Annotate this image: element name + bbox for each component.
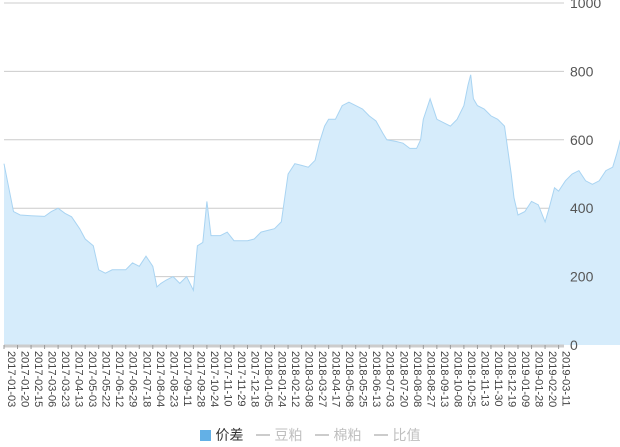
x-tick-label: 2017-08-23 [167, 351, 179, 407]
x-tick-label: 2017-10-24 [208, 351, 220, 407]
x-tick-label: 2017-01-03 [5, 351, 17, 407]
x-tick-label: 2018-03-08 [303, 351, 315, 407]
x-tick-label: 2017-11-10 [221, 351, 233, 406]
spread-area-series [3, 74, 620, 345]
y-tick-label: 600 [570, 132, 594, 148]
spread-area-fill [4, 74, 620, 345]
x-tick-label: 2019-02-20 [546, 351, 558, 407]
legend-item-ratio[interactable]: 比值 [373, 425, 421, 445]
x-tick-label: 2017-04-13 [73, 351, 85, 407]
x-tick-label: 2019-01-09 [519, 351, 531, 407]
x-tick-label: 2018-12-19 [506, 351, 518, 407]
legend-label-spread: 价差 [215, 427, 244, 443]
x-tick-label: 2018-08-08 [411, 351, 423, 407]
y-tick-label: 1000 [570, 0, 601, 11]
legend-line-icon [255, 434, 270, 436]
y-tick-label: 200 [570, 269, 594, 285]
x-tick-label: 2017-09-28 [194, 351, 206, 407]
x-tick-label: 2017-08-04 [154, 351, 166, 407]
x-tick-label: 2018-02-12 [289, 351, 301, 407]
x-tick-label: 2018-05-08 [343, 351, 355, 407]
x-tick-label: 2018-04-17 [330, 351, 342, 407]
legend-item-soymeal[interactable]: 豆粕 [255, 425, 303, 445]
legend-label-ratio: 比值 [392, 427, 421, 443]
x-tick-label: 2018-05-25 [357, 351, 369, 407]
legend-label-soymeal: 豆粕 [274, 427, 303, 443]
x-tick-label: 2017-03-06 [46, 351, 58, 407]
legend-line-icon [373, 434, 388, 436]
x-tick-label: 2018-09-13 [438, 351, 450, 407]
y-axis: 0 200 400 600 800 1000 [570, 0, 601, 353]
y-tick-label: 400 [570, 200, 594, 216]
x-tick-label: 2018-08-27 [424, 351, 436, 407]
x-tick-label: 2018-11-13 [478, 351, 490, 406]
x-tick-label: 2017-11-29 [235, 351, 247, 406]
x-tick-label: 2019-01-28 [533, 351, 545, 407]
x-tick-label: 2017-09-11 [181, 351, 193, 406]
chart-legend: 价差 豆粕 棉粕 比值 [0, 426, 620, 444]
x-tick-label: 2019-03-11 [560, 351, 572, 406]
x-tick-label: 2017-06-29 [127, 351, 139, 407]
x-tick-label: 2017-12-18 [249, 351, 261, 407]
x-tick-label: 2018-07-03 [384, 351, 396, 407]
y-tick-label: 0 [570, 337, 578, 353]
legend-label-cottonmeal: 棉粕 [333, 427, 362, 443]
x-tick-label: 2017-05-03 [86, 351, 98, 407]
x-tick-label: 2017-02-15 [32, 351, 44, 407]
legend-square-icon [199, 429, 211, 441]
x-tick-label: 2017-05-22 [100, 351, 112, 407]
x-tick-label: 2018-10-08 [451, 351, 463, 407]
legend-item-cottonmeal[interactable]: 棉粕 [314, 425, 362, 445]
x-axis: 2017-01-03 2017-01-20 2017-02-15 2017-03-06… [3, 344, 572, 407]
x-tick-label: 2017-07-18 [140, 351, 152, 407]
x-tick-label: 2017-06-12 [113, 351, 125, 407]
x-tick-label: 2017-01-20 [19, 351, 31, 407]
x-tick-label: 2018-06-13 [370, 351, 382, 407]
x-tick-label: 2018-03-27 [316, 351, 328, 407]
legend-line-icon [314, 434, 329, 436]
x-tick-label: 2018-01-24 [276, 351, 288, 407]
legend-item-spread[interactable]: 价差 [199, 425, 244, 445]
x-tick-label: 2018-10-25 [465, 351, 477, 407]
x-tick-label: 2018-07-20 [397, 351, 409, 407]
x-tick-label: 2017-03-23 [59, 351, 71, 407]
x-tick-label: 2018-01-05 [262, 351, 274, 407]
spread-line [3, 74, 620, 293]
x-tick-label: 2018-11-30 [492, 351, 504, 406]
y-tick-label: 800 [570, 63, 594, 79]
